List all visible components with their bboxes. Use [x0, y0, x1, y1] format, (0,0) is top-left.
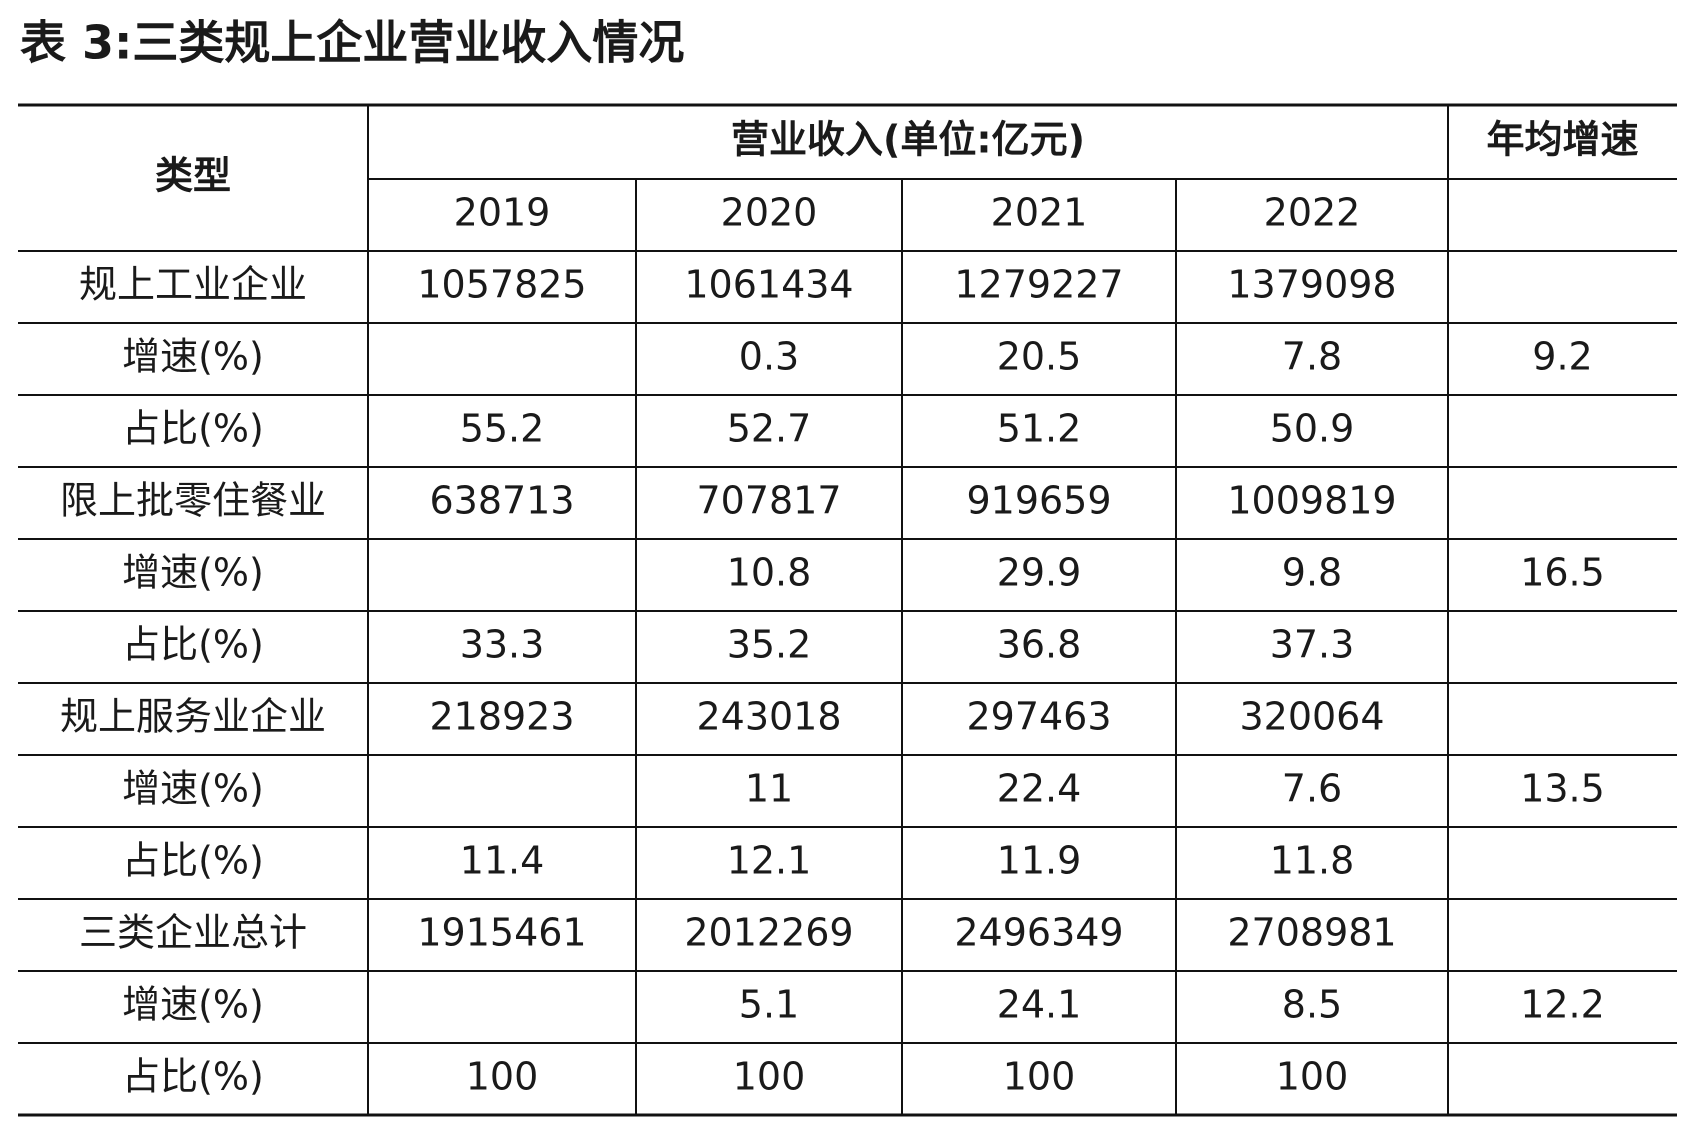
cell-value: 7.6	[1282, 767, 1342, 811]
cell-value: 9.8	[1282, 551, 1342, 595]
cell-value: 52.7	[727, 407, 812, 451]
cell-value: 2496349	[954, 911, 1123, 955]
cell-value: 707817	[696, 479, 841, 523]
header-year: 2019	[454, 191, 551, 235]
cell-value: 243018	[696, 695, 841, 739]
header-year: 2020	[721, 191, 818, 235]
cell-value: 10.8	[727, 551, 812, 595]
row-label: 占比(%)	[122, 839, 264, 883]
cell-value: 100	[1276, 1055, 1349, 1099]
row-label: 增速(%)	[122, 767, 264, 811]
cell-value: 1279227	[954, 263, 1123, 307]
cell-value: 2012269	[684, 911, 853, 955]
cell-value: 100	[466, 1055, 539, 1099]
cell-value: 50.9	[1270, 407, 1355, 451]
cell-value: 11	[745, 767, 793, 811]
cell-value: 55.2	[460, 407, 545, 451]
cell-value: 5.1	[739, 983, 799, 1027]
cell-value: 12.1	[727, 839, 812, 883]
row-label: 限上批零住餐业	[60, 479, 326, 523]
cell-value: 11.9	[997, 839, 1082, 883]
header-revenue: 营业收入(单位:亿元)	[731, 118, 1085, 162]
row-label: 增速(%)	[122, 551, 264, 595]
row-label: 增速(%)	[122, 983, 264, 1027]
cell-value: 297463	[966, 695, 1111, 739]
cell-value: 1057825	[417, 263, 586, 307]
cell-value: 9.2	[1532, 335, 1592, 379]
cell-value: 100	[733, 1055, 806, 1099]
table-title: 表 3:三类规上企业营业收入情况	[20, 16, 684, 70]
row-label: 规上服务业企业	[60, 695, 326, 739]
cell-value: 1009819	[1227, 479, 1396, 523]
cell-value: 13.5	[1520, 767, 1605, 811]
cell-value: 51.2	[997, 407, 1082, 451]
cell-value: 24.1	[997, 983, 1082, 1027]
cell-value: 1061434	[684, 263, 853, 307]
cell-value: 20.5	[997, 335, 1082, 379]
cell-value: 8.5	[1282, 983, 1342, 1027]
cell-value: 7.8	[1282, 335, 1342, 379]
cell-value: 37.3	[1270, 623, 1355, 667]
row-label: 增速(%)	[122, 335, 264, 379]
cell-value: 22.4	[997, 767, 1082, 811]
header-year: 2022	[1264, 191, 1361, 235]
cell-value: 218923	[429, 695, 574, 739]
row-label: 规上工业企业	[79, 263, 307, 307]
cell-value: 2708981	[1227, 911, 1396, 955]
cell-value: 35.2	[727, 623, 812, 667]
cell-value: 1379098	[1227, 263, 1396, 307]
row-label: 占比(%)	[122, 407, 264, 451]
cell-value: 29.9	[997, 551, 1082, 595]
cell-value: 16.5	[1520, 551, 1605, 595]
cell-value: 33.3	[460, 623, 545, 667]
cell-value: 36.8	[997, 623, 1082, 667]
cell-value: 100	[1003, 1055, 1076, 1099]
cell-value: 0.3	[739, 335, 799, 379]
cell-value: 1915461	[417, 911, 586, 955]
header-growth: 年均增速	[1486, 118, 1638, 162]
row-label: 占比(%)	[122, 1055, 264, 1099]
cell-value: 11.8	[1270, 839, 1355, 883]
cell-value: 12.2	[1520, 983, 1605, 1027]
cell-value: 638713	[429, 479, 574, 523]
cell-value: 11.4	[460, 839, 545, 883]
row-label: 三类企业总计	[79, 911, 307, 955]
cell-value: 919659	[966, 479, 1111, 523]
cell-value: 320064	[1239, 695, 1384, 739]
header-year: 2021	[991, 191, 1088, 235]
row-label: 占比(%)	[122, 623, 264, 667]
header-type: 类型	[155, 154, 231, 198]
